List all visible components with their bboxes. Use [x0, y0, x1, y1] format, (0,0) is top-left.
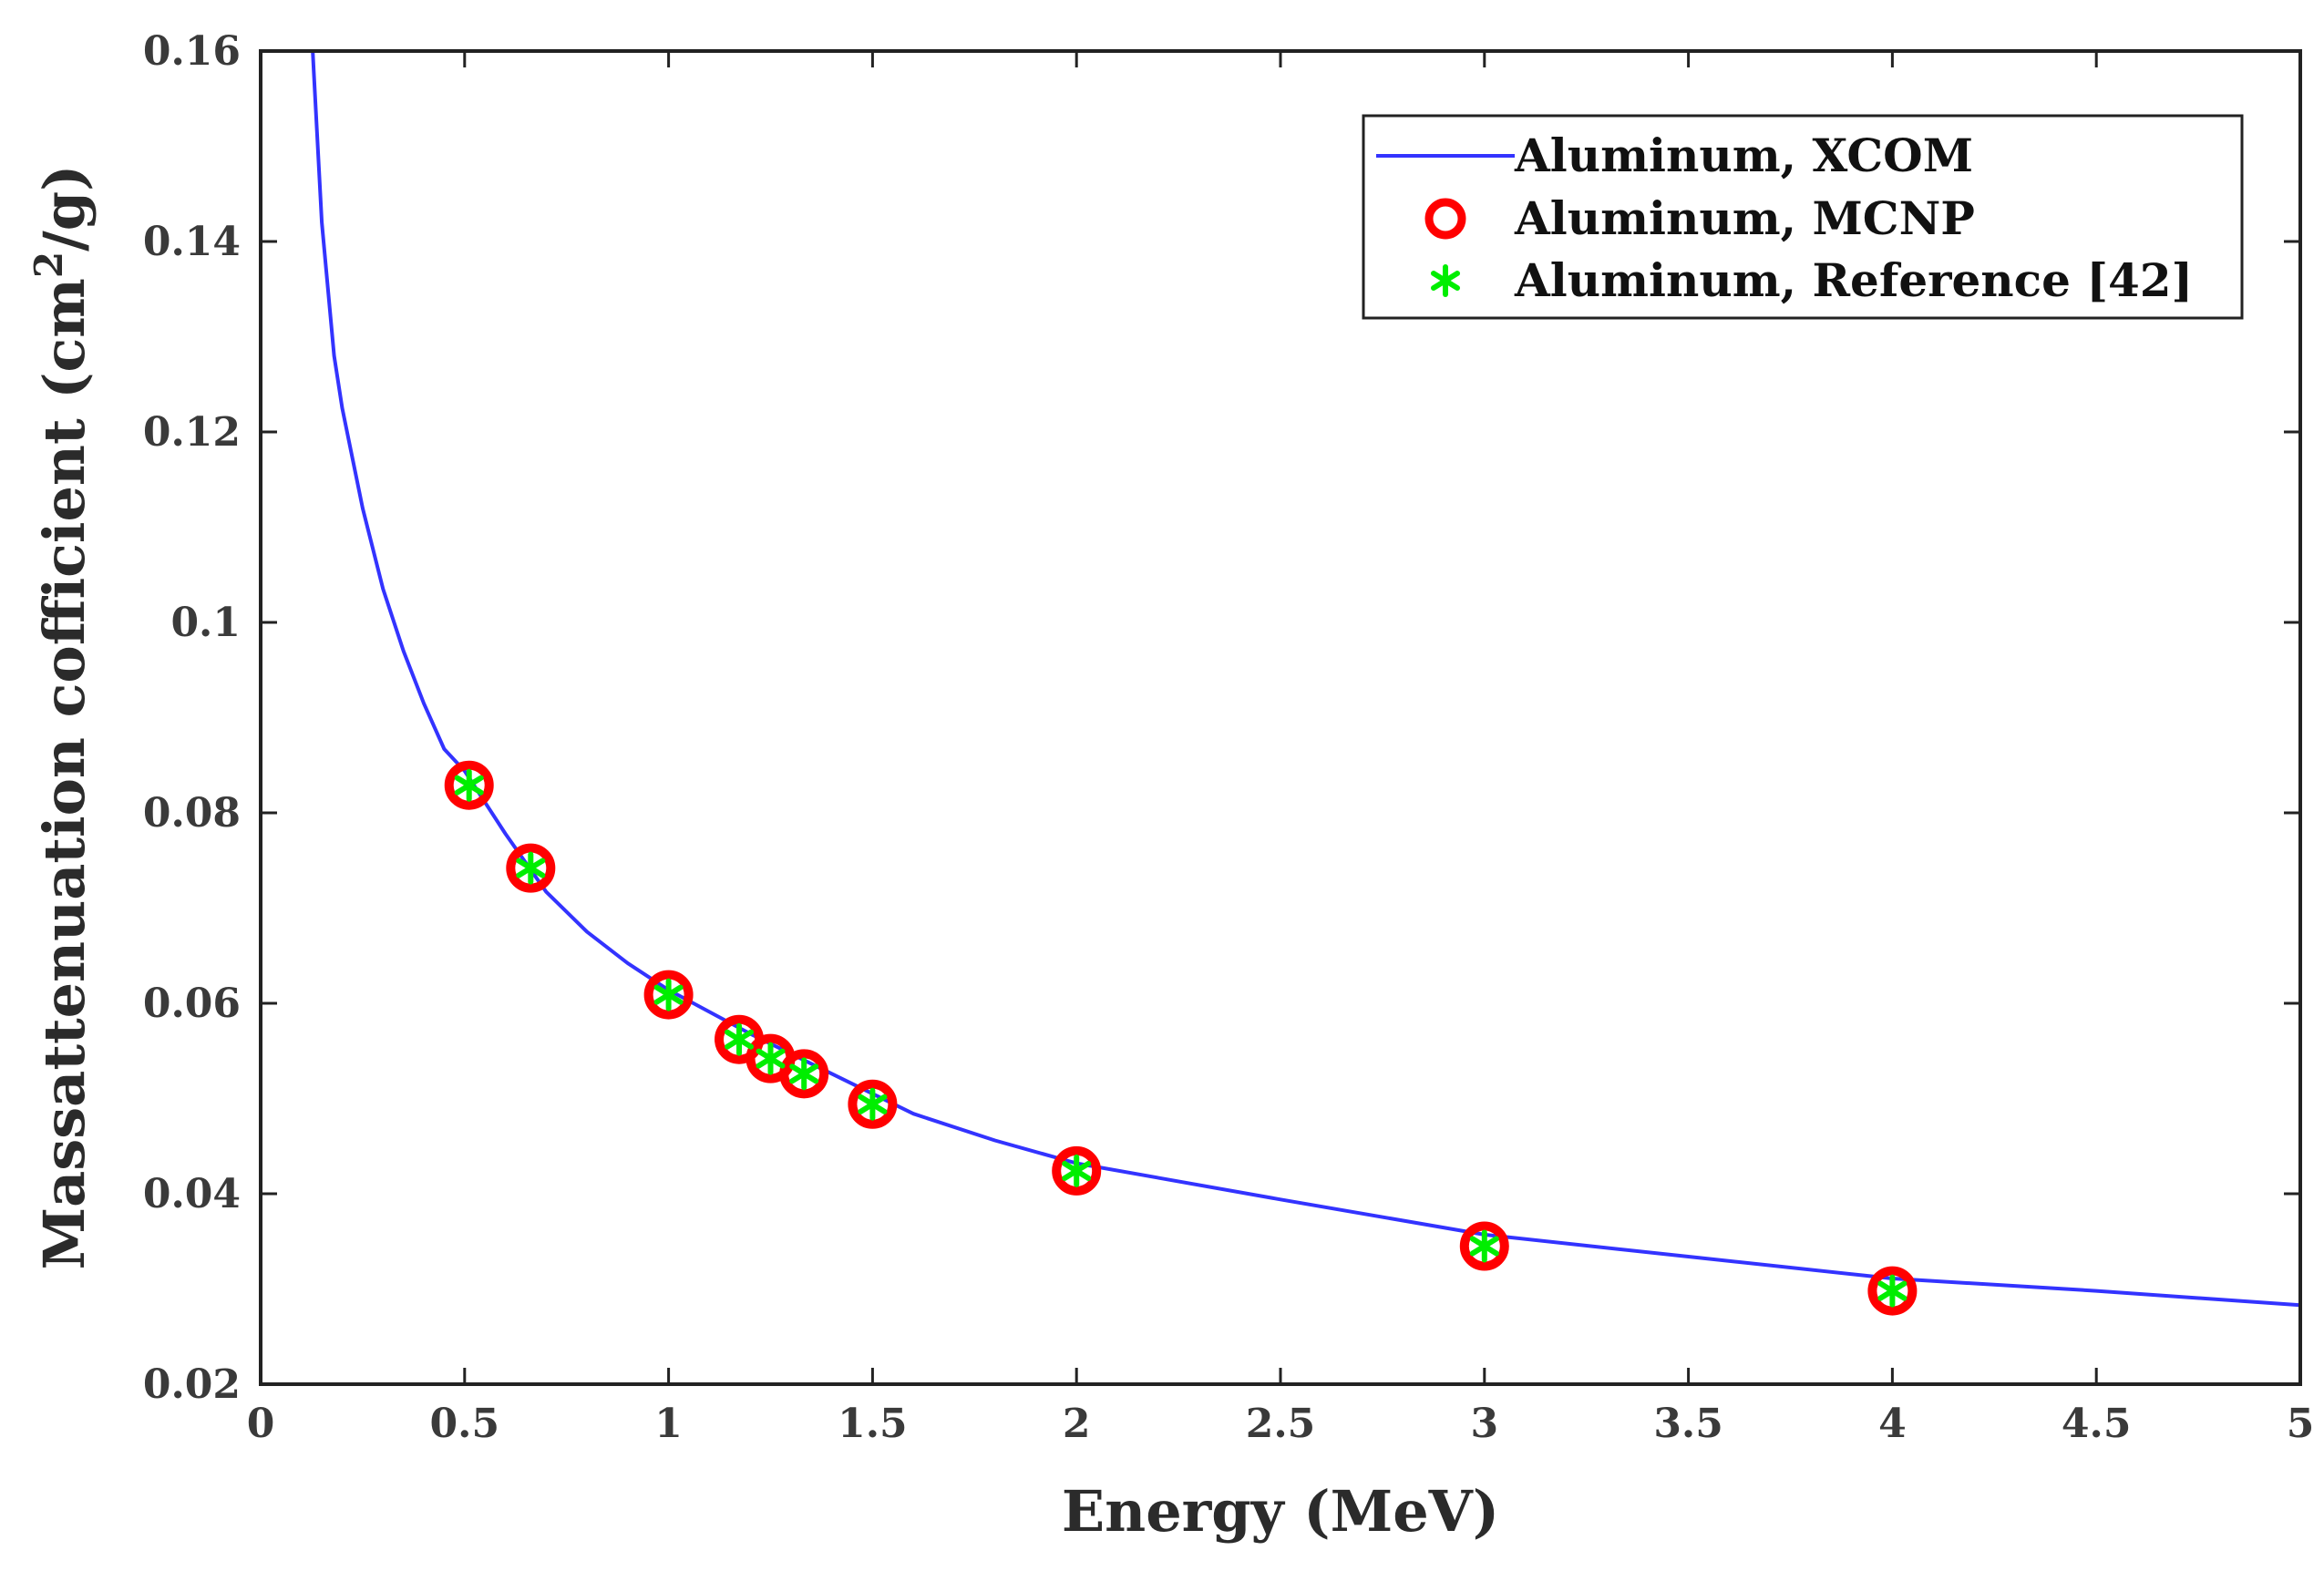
y-tick-label: 0.04 — [143, 1171, 241, 1217]
point-reference — [756, 1042, 786, 1075]
point-reference — [454, 768, 484, 802]
y-tick-label: 0.02 — [143, 1361, 241, 1408]
point-reference — [789, 1057, 819, 1091]
legend-label-xcom: Aluminum, XCOM — [1514, 128, 1973, 182]
point-reference — [858, 1087, 888, 1121]
y-axis-title: Massattenuation cofficient (cm2/g) — [26, 165, 98, 1270]
point-mcnp — [1867, 1266, 1918, 1316]
point-mcnp — [1052, 1145, 1102, 1196]
point-mcnp — [444, 760, 494, 810]
point-mcnp — [506, 843, 556, 893]
y-tick-label: 0.16 — [143, 28, 241, 75]
y-tick-label: 0.1 — [170, 600, 241, 646]
legend-marker-mcnp — [1424, 198, 1466, 240]
tick-labels: 0 0.5 1 1.5 2 2.5 3 3.5 4 4.5 5 0.02 0.04 0.06 0.08 0.1… — [143, 28, 2314, 1447]
y-tick-label: 0.12 — [143, 409, 241, 456]
point-mcnp — [848, 1079, 898, 1129]
y-tick-label: 0.08 — [143, 790, 241, 837]
point-reference — [725, 1022, 755, 1056]
x-tick-label: 2 — [1063, 1401, 1091, 1447]
legend-label-mcnp: Aluminum, MCNP — [1514, 191, 1975, 245]
x-tick-label: 0.5 — [430, 1401, 500, 1447]
point-reference — [516, 851, 546, 885]
plot-curves — [311, 51, 2300, 1308]
point-reference — [1877, 1274, 1908, 1308]
point-mcnp — [779, 1049, 829, 1099]
x-tick-label: 5 — [2287, 1401, 2315, 1447]
plot-markers — [444, 760, 1918, 1316]
point-reference — [653, 978, 684, 1011]
plot-frame — [259, 49, 2302, 1386]
point-reference — [1062, 1154, 1092, 1187]
legend-label-reference: Aluminum, Reference [42] — [1514, 253, 2193, 307]
y-tick-label: 0.06 — [143, 981, 241, 1027]
x-tick-label: 0 — [247, 1401, 275, 1447]
x-tick-label: 3.5 — [1653, 1401, 1723, 1447]
legend-marker-reference — [1431, 264, 1460, 297]
point-reference — [1469, 1229, 1499, 1263]
y-axis-title-superscript: 2 — [26, 252, 71, 278]
legend: Aluminum, XCOM Aluminum, MCNP Aluminum, … — [1362, 114, 2244, 320]
series-line-xcom — [311, 51, 2300, 1308]
x-tick-label: 1 — [654, 1401, 683, 1447]
x-axis-title: Energy (MeV) — [1062, 1478, 1499, 1545]
x-tick-label: 4 — [1878, 1401, 1907, 1447]
x-tick-label: 2.5 — [1246, 1401, 1316, 1447]
x-tick-label: 4.5 — [2062, 1401, 2132, 1447]
x-tick-label: 3 — [1470, 1401, 1498, 1447]
legend-box — [1362, 114, 2244, 320]
y-axis-title-end: /g) — [31, 165, 98, 252]
point-mcnp — [1459, 1221, 1509, 1271]
x-tick-label: 1.5 — [838, 1401, 908, 1447]
point-mcnp — [643, 970, 694, 1020]
y-tick-label: 0.14 — [143, 219, 241, 265]
y-axis-title-main: Massattenuation cofficient (cm — [31, 278, 98, 1269]
